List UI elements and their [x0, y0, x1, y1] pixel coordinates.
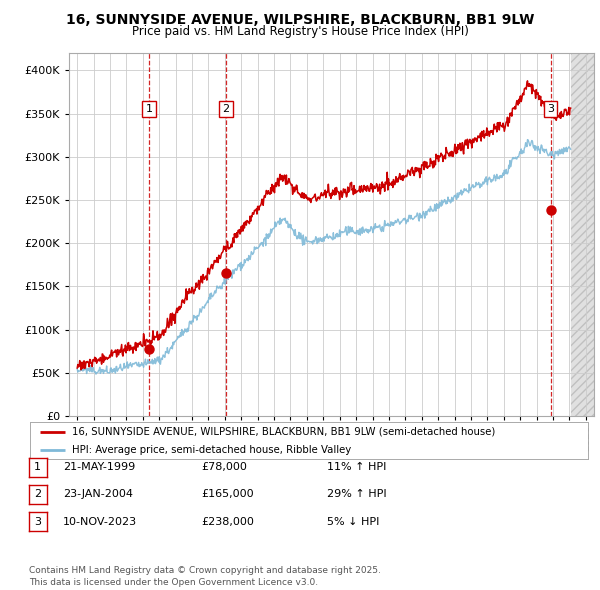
Text: 21-MAY-1999: 21-MAY-1999 [63, 463, 135, 472]
Text: 3: 3 [34, 517, 41, 526]
Text: £165,000: £165,000 [201, 490, 254, 499]
Text: 2: 2 [34, 490, 41, 499]
Bar [571, 53, 594, 416]
Text: 16, SUNNYSIDE AVENUE, WILPSHIRE, BLACKBURN, BB1 9LW (semi-detached house): 16, SUNNYSIDE AVENUE, WILPSHIRE, BLACKBU… [72, 427, 495, 437]
Text: £78,000: £78,000 [201, 463, 247, 472]
Text: 10-NOV-2023: 10-NOV-2023 [63, 517, 137, 526]
Text: Price paid vs. HM Land Registry's House Price Index (HPI): Price paid vs. HM Land Registry's House … [131, 25, 469, 38]
Text: 5% ↓ HPI: 5% ↓ HPI [327, 517, 379, 526]
Text: 16, SUNNYSIDE AVENUE, WILPSHIRE, BLACKBURN, BB1 9LW: 16, SUNNYSIDE AVENUE, WILPSHIRE, BLACKBU… [66, 13, 534, 27]
Text: 1: 1 [34, 463, 41, 472]
Bar [571, 53, 594, 416]
Text: 23-JAN-2004: 23-JAN-2004 [63, 490, 133, 499]
Text: £238,000: £238,000 [201, 517, 254, 526]
Text: Contains HM Land Registry data © Crown copyright and database right 2025.
This d: Contains HM Land Registry data © Crown c… [29, 566, 380, 587]
Text: 29% ↑ HPI: 29% ↑ HPI [327, 490, 386, 499]
Text: HPI: Average price, semi-detached house, Ribble Valley: HPI: Average price, semi-detached house,… [72, 445, 351, 455]
Text: 11% ↑ HPI: 11% ↑ HPI [327, 463, 386, 472]
Text: 1: 1 [146, 104, 152, 114]
Text: 2: 2 [223, 104, 230, 114]
Text: 3: 3 [547, 104, 554, 114]
